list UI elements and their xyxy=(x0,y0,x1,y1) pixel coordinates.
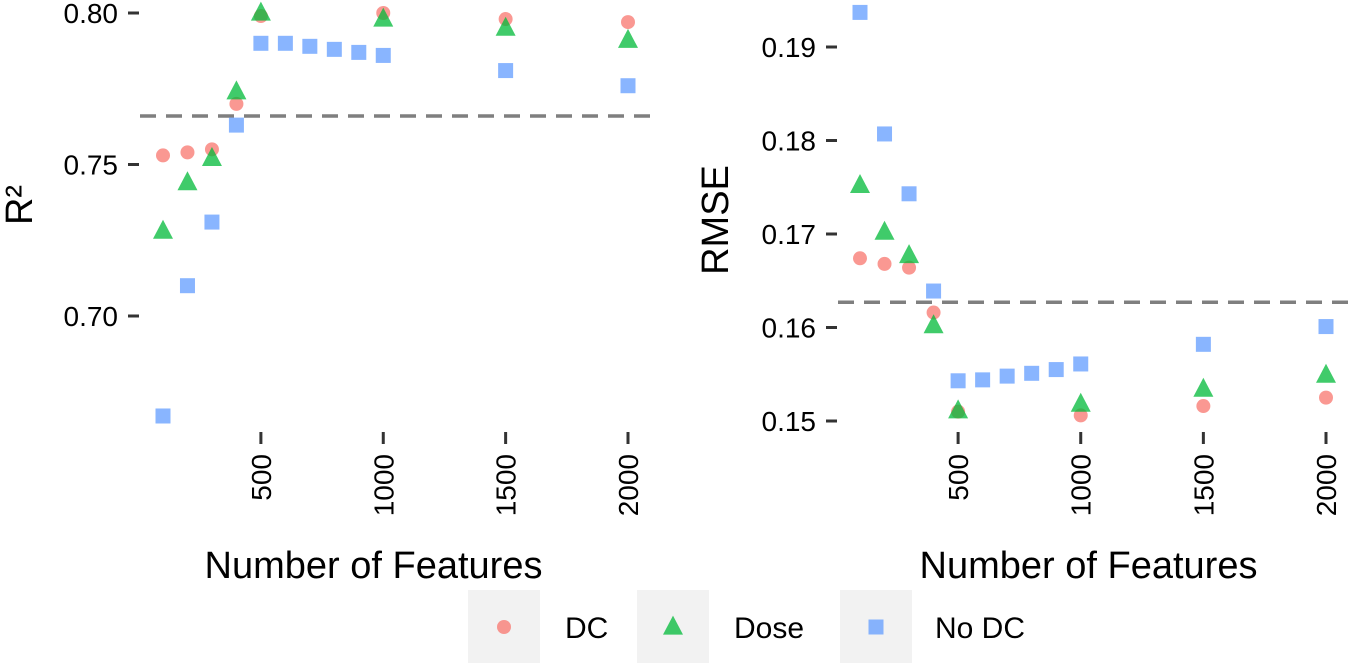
data-point xyxy=(302,38,318,54)
y-tick-label: 0.17 xyxy=(762,219,817,250)
x-tick-label: 1500 xyxy=(491,454,522,516)
x-tick-label: 2000 xyxy=(1311,454,1342,516)
y-axis-title: RMSE xyxy=(695,165,737,275)
data-point xyxy=(877,256,892,271)
data-point xyxy=(226,80,247,100)
data-point xyxy=(899,244,920,264)
data-point xyxy=(1024,365,1040,381)
data-point xyxy=(852,4,868,20)
data-point xyxy=(229,96,244,111)
data-point xyxy=(1193,377,1214,397)
data-point xyxy=(277,35,293,51)
data-point xyxy=(1318,319,1334,335)
legend-label: Dose xyxy=(734,612,804,645)
y-axis-title: R² xyxy=(0,185,41,225)
data-point xyxy=(253,35,269,51)
data-point xyxy=(1073,408,1088,423)
data-point xyxy=(228,117,244,133)
x-tick-label: 2000 xyxy=(613,454,644,516)
data-point xyxy=(923,314,944,334)
data-point xyxy=(498,63,514,79)
legend-marker xyxy=(868,619,884,635)
data-point xyxy=(180,145,195,160)
x-tick-label: 1000 xyxy=(1066,454,1097,516)
data-point xyxy=(621,15,635,30)
legend-marker xyxy=(663,615,683,635)
data-point xyxy=(179,278,195,294)
r2-panel: 0.70 0.75 0.80 500 1000 1500 2000 Number of Fea… xyxy=(0,0,655,587)
data-point xyxy=(975,372,991,388)
data-point xyxy=(620,78,636,94)
y-tick-label: 0.19 xyxy=(762,32,817,63)
data-point xyxy=(950,373,966,389)
data-point xyxy=(155,408,171,424)
data-point xyxy=(948,399,969,419)
data-point xyxy=(850,173,870,193)
x-tick-label: 1000 xyxy=(368,454,399,516)
data-point xyxy=(201,147,222,167)
data-point xyxy=(1048,362,1064,378)
y-tick-label: 0.15 xyxy=(762,406,817,437)
legend-marker xyxy=(497,620,511,634)
y-tick-label: 0.80 xyxy=(64,0,119,29)
legend: DC Dose No DC xyxy=(468,590,1025,663)
data-point xyxy=(204,214,220,230)
data-point xyxy=(877,126,893,142)
legend-label: DC xyxy=(565,612,608,645)
data-point xyxy=(153,219,173,239)
data-point xyxy=(901,186,917,202)
data-point xyxy=(375,47,391,63)
x-tick-label: 1500 xyxy=(1188,454,1219,516)
x-tick-label: 500 xyxy=(943,454,974,501)
x-tick-label: 500 xyxy=(246,454,277,501)
y-tick-label: 0.75 xyxy=(64,150,119,181)
y-tick-label: 0.18 xyxy=(762,126,817,157)
y-tick-label: 0.16 xyxy=(762,313,817,344)
data-point xyxy=(902,260,917,275)
data-point xyxy=(1196,399,1211,414)
data-point xyxy=(373,7,394,27)
data-point xyxy=(618,28,638,48)
data-point xyxy=(1195,336,1211,352)
data-point xyxy=(250,1,271,21)
x-axis-title: Number of Features xyxy=(205,545,543,587)
data-point xyxy=(1316,363,1336,383)
data-point xyxy=(926,305,941,320)
x-axis-title: Number of Features xyxy=(920,545,1258,587)
data-point xyxy=(999,368,1015,384)
data-point xyxy=(853,251,867,266)
data-point xyxy=(156,148,170,163)
rmse-panel: 0.15 0.16 0.17 0.18 0.19 500 1000 1500 2000 Numbe… xyxy=(695,4,1349,587)
data-point xyxy=(874,220,895,240)
data-point xyxy=(1073,356,1089,372)
data-point xyxy=(495,16,516,36)
legend-label: No DC xyxy=(935,612,1025,645)
data-point xyxy=(1319,390,1333,405)
data-point xyxy=(177,171,198,191)
y-tick-label: 0.70 xyxy=(64,301,119,332)
data-point xyxy=(326,41,342,57)
data-point xyxy=(1070,392,1091,412)
data-point xyxy=(926,283,942,299)
data-point xyxy=(351,44,367,60)
